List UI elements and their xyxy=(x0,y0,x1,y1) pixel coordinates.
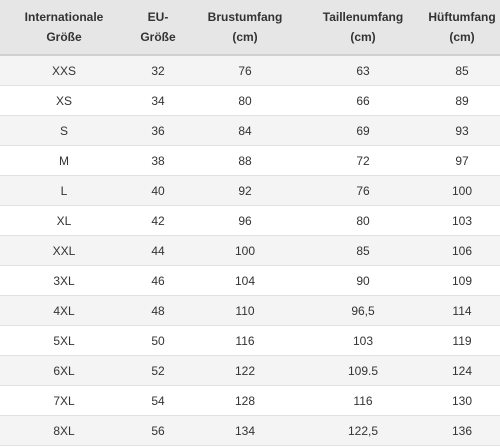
cell-eu-size: 34 xyxy=(128,85,188,116)
cell-eu-size: 52 xyxy=(128,355,188,386)
cell-hip: 114 xyxy=(424,295,500,326)
cell-chest: 110 xyxy=(188,295,302,326)
cell-chest: 104 xyxy=(188,265,302,296)
cell-waist: 103 xyxy=(302,325,424,356)
cell-chest: 116 xyxy=(188,325,302,356)
cell-international-size: XXS xyxy=(0,55,128,86)
cell-waist: 63 xyxy=(302,55,424,86)
cell-chest: 128 xyxy=(188,385,302,416)
cell-waist: 96,5 xyxy=(302,295,424,326)
cell-eu-size: 56 xyxy=(128,415,188,446)
cell-international-size: 7XL xyxy=(0,385,128,416)
cell-international-size: XL xyxy=(0,205,128,236)
header-chest: Brustumfang (cm) xyxy=(188,0,302,56)
table-row: 4XL 48 110 96,5 114 xyxy=(0,295,500,326)
header-label-line1: Hüftumfang xyxy=(428,10,496,24)
header-international-size: Internationale Größe xyxy=(0,0,128,56)
header-label-line1: Taillenumfang xyxy=(322,10,404,24)
header-label-line1: EU- xyxy=(147,10,169,24)
cell-hip: 85 xyxy=(424,55,500,86)
table-header: Internationale Größe EU- Größe Brustumfa… xyxy=(0,0,500,56)
cell-chest: 84 xyxy=(188,115,302,146)
table-row: L 40 92 76 100 xyxy=(0,175,500,206)
cell-chest: 134 xyxy=(188,415,302,446)
cell-waist: 109.5 xyxy=(302,355,424,386)
cell-waist: 116 xyxy=(302,385,424,416)
table-row: M 38 88 72 97 xyxy=(0,145,500,176)
header-label-line1: Internationale xyxy=(24,10,104,24)
cell-international-size: S xyxy=(0,115,128,146)
cell-chest: 100 xyxy=(188,235,302,266)
cell-hip: 124 xyxy=(424,355,500,386)
cell-hip: 119 xyxy=(424,325,500,356)
table-row: XL 42 96 80 103 xyxy=(0,205,500,236)
cell-eu-size: 46 xyxy=(128,265,188,296)
cell-international-size: 5XL xyxy=(0,325,128,356)
cell-hip: 136 xyxy=(424,415,500,446)
cell-eu-size: 32 xyxy=(128,55,188,86)
cell-international-size: XXL xyxy=(0,235,128,266)
header-eu-size: EU- Größe xyxy=(128,0,188,56)
table-row: 6XL 52 122 109.5 124 xyxy=(0,355,500,386)
cell-waist: 72 xyxy=(302,145,424,176)
cell-chest: 88 xyxy=(188,145,302,176)
cell-hip: 130 xyxy=(424,385,500,416)
cell-waist: 85 xyxy=(302,235,424,266)
cell-hip: 97 xyxy=(424,145,500,176)
cell-eu-size: 50 xyxy=(128,325,188,356)
cell-hip: 100 xyxy=(424,175,500,206)
cell-waist: 90 xyxy=(302,265,424,296)
cell-chest: 80 xyxy=(188,85,302,116)
header-label-line2: (cm) xyxy=(232,30,258,44)
cell-chest: 122 xyxy=(188,355,302,386)
cell-eu-size: 54 xyxy=(128,385,188,416)
table-row: XXS 32 76 63 85 xyxy=(0,55,500,86)
table-row: 7XL 54 128 116 130 xyxy=(0,385,500,416)
cell-international-size: XS xyxy=(0,85,128,116)
table-row: S 36 84 69 93 xyxy=(0,115,500,146)
header-label-line2: Größe xyxy=(140,30,176,44)
table-row: XS 34 80 66 89 xyxy=(0,85,500,116)
cell-international-size: 4XL xyxy=(0,295,128,326)
cell-international-size: 6XL xyxy=(0,355,128,386)
cell-international-size: 3XL xyxy=(0,265,128,296)
cell-waist: 80 xyxy=(302,205,424,236)
cell-international-size: M xyxy=(0,145,128,176)
cell-international-size: 8XL xyxy=(0,415,128,446)
header-label-line2: (cm) xyxy=(449,30,475,44)
cell-chest: 76 xyxy=(188,55,302,86)
cell-waist: 66 xyxy=(302,85,424,116)
cell-hip: 103 xyxy=(424,205,500,236)
cell-waist: 69 xyxy=(302,115,424,146)
header-row: Internationale Größe EU- Größe Brustumfa… xyxy=(0,0,500,56)
cell-hip: 93 xyxy=(424,115,500,146)
cell-eu-size: 44 xyxy=(128,235,188,266)
cell-eu-size: 36 xyxy=(128,115,188,146)
cell-chest: 96 xyxy=(188,205,302,236)
table-row: XXL 44 100 85 106 xyxy=(0,235,500,266)
table-row: 8XL 56 134 122,5 136 xyxy=(0,415,500,446)
cell-eu-size: 40 xyxy=(128,175,188,206)
header-hip: Hüftumfang (cm) xyxy=(424,0,500,56)
cell-chest: 92 xyxy=(188,175,302,206)
cell-eu-size: 48 xyxy=(128,295,188,326)
header-waist: Taillenumfang (cm) xyxy=(302,0,424,56)
cell-eu-size: 38 xyxy=(128,145,188,176)
cell-hip: 106 xyxy=(424,235,500,266)
table-row: 3XL 46 104 90 109 xyxy=(0,265,500,296)
cell-hip: 109 xyxy=(424,265,500,296)
table-row: 5XL 50 116 103 119 xyxy=(0,325,500,356)
table-body: XXS 32 76 63 85 XS 34 80 66 89 S 36 84 69 93 M 38 88 72 97 L… xyxy=(0,55,500,446)
cell-waist: 76 xyxy=(302,175,424,206)
header-label-line2: (cm) xyxy=(350,30,376,44)
cell-hip: 89 xyxy=(424,85,500,116)
header-label-line1: Brustumfang xyxy=(207,10,283,24)
cell-eu-size: 42 xyxy=(128,205,188,236)
header-label-line2: Größe xyxy=(46,30,82,44)
cell-international-size: L xyxy=(0,175,128,206)
cell-waist: 122,5 xyxy=(302,415,424,446)
